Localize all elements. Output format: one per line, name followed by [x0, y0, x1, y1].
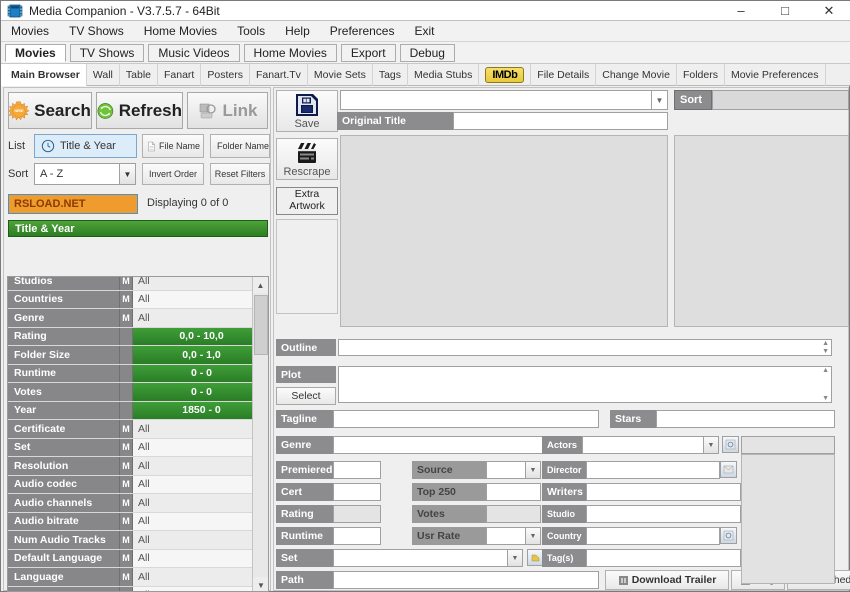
svg-text:NEW!: NEW! — [15, 109, 24, 113]
